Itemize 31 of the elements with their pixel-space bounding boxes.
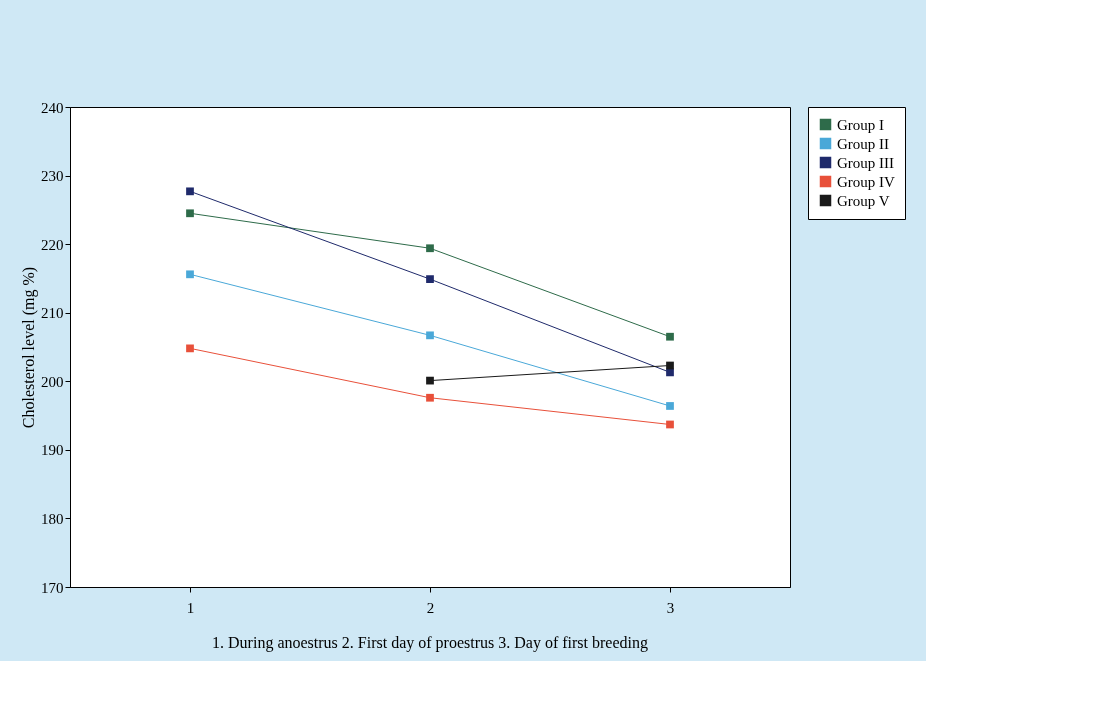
y-tick-label: 180 xyxy=(41,510,64,527)
y-tick-label: 170 xyxy=(41,579,64,596)
point xyxy=(186,187,194,196)
point xyxy=(426,331,434,340)
point xyxy=(666,332,674,341)
point xyxy=(426,393,434,402)
text: 1. During anoestrus 2. First day of proestrus 3. Day of first breeding xyxy=(212,634,648,652)
point xyxy=(666,420,674,429)
point xyxy=(426,275,434,283)
point xyxy=(186,344,194,353)
point xyxy=(186,270,194,279)
point xyxy=(426,244,434,253)
legend-label: Group III xyxy=(837,154,895,171)
legend-label: Group IV xyxy=(837,173,896,190)
point xyxy=(186,209,194,218)
y-tick-label: 200 xyxy=(41,373,64,390)
legend-label: Group II xyxy=(837,135,890,152)
point xyxy=(666,361,674,370)
y-tick-label: 230 xyxy=(41,168,64,185)
y-axis-title: Cholesterol level (mg %) xyxy=(20,266,38,429)
y-tick-label: 220 xyxy=(41,236,64,253)
x-tick-label: 2 xyxy=(426,599,435,616)
x-tick-label: 3 xyxy=(666,599,675,616)
y-tick-label: 190 xyxy=(41,442,64,459)
legend-label: Group I xyxy=(837,116,885,133)
x-tick-label: 1 xyxy=(186,599,195,616)
y-tick-label: 210 xyxy=(41,305,64,322)
point xyxy=(426,376,434,385)
point xyxy=(666,402,674,410)
y-tick-label: 240 xyxy=(41,99,64,116)
legend-label: Group V xyxy=(837,192,890,209)
